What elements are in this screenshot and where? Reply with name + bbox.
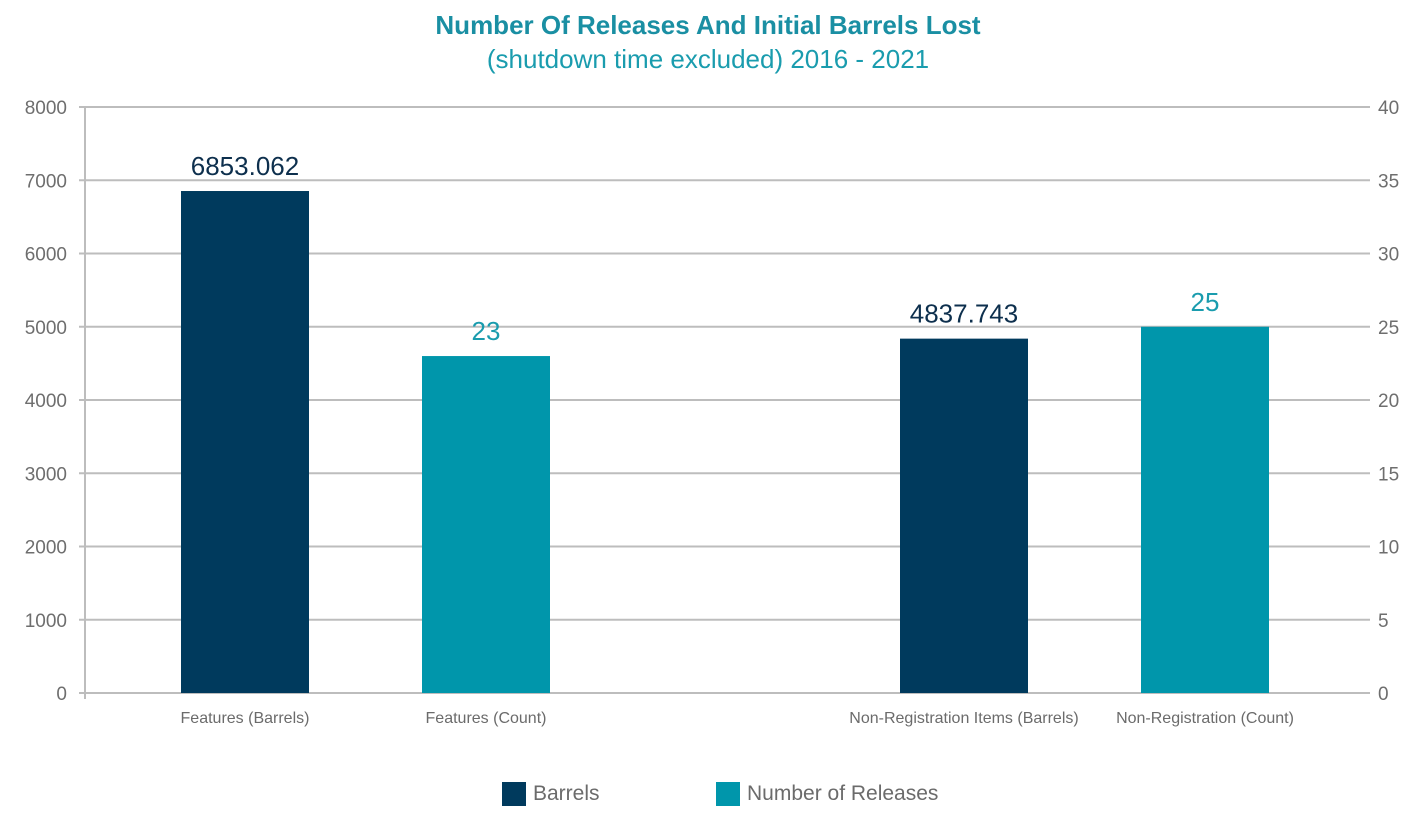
right-tick-label: 30 xyxy=(1378,245,1399,266)
right-tick-label: 35 xyxy=(1378,171,1399,192)
left-tick-label: 1000 xyxy=(25,611,67,632)
left-tick-label: 4000 xyxy=(25,391,67,412)
right-tick-label: 0 xyxy=(1378,684,1389,705)
legend-swatch-releases xyxy=(716,782,740,806)
category-label: Features (Barrels) xyxy=(181,710,310,727)
legend-item-releases: Number of Releases xyxy=(716,779,938,809)
data-label: 6853.062 xyxy=(191,151,299,181)
left-tick-label: 3000 xyxy=(25,464,67,485)
data-label: 25 xyxy=(1191,287,1220,317)
right-tick-label: 5 xyxy=(1378,611,1389,632)
bar-releases xyxy=(1141,326,1269,693)
right-tick-label: 15 xyxy=(1378,464,1399,485)
legend-item-barrels: Barrels xyxy=(502,779,600,809)
left-tick-label: 7000 xyxy=(25,171,67,192)
category-label: Non-Registration (Count) xyxy=(1116,710,1294,727)
legend: Barrels Number of Releases xyxy=(0,779,1416,809)
left-tick-label: 0 xyxy=(56,684,67,705)
legend-swatch-barrels xyxy=(502,782,526,806)
legend-label-barrels: Barrels xyxy=(533,782,600,805)
chart-subtitle: (shutdown time excluded) 2016 - 2021 xyxy=(486,44,930,74)
bar-releases xyxy=(422,356,550,693)
chart-title: Number Of Releases And Initial Barrels L… xyxy=(435,10,981,40)
category-label: Non-Registration Items (Barrels) xyxy=(849,710,1078,727)
right-tick-label: 25 xyxy=(1378,318,1399,339)
left-tick-label: 2000 xyxy=(25,538,67,559)
bar-barrels xyxy=(181,191,309,693)
left-tick-label: 5000 xyxy=(25,318,67,339)
bar-barrels xyxy=(900,338,1028,693)
right-tick-label: 20 xyxy=(1378,391,1399,412)
left-tick-label: 8000 xyxy=(25,98,67,119)
category-label: Features (Count) xyxy=(426,710,547,727)
data-label: 4837.743 xyxy=(910,299,1018,329)
legend-label-releases: Number of Releases xyxy=(747,782,939,805)
data-label: 23 xyxy=(472,316,501,346)
right-tick-label: 10 xyxy=(1378,538,1399,559)
left-tick-label: 6000 xyxy=(25,245,67,266)
right-tick-label: 40 xyxy=(1378,98,1399,119)
